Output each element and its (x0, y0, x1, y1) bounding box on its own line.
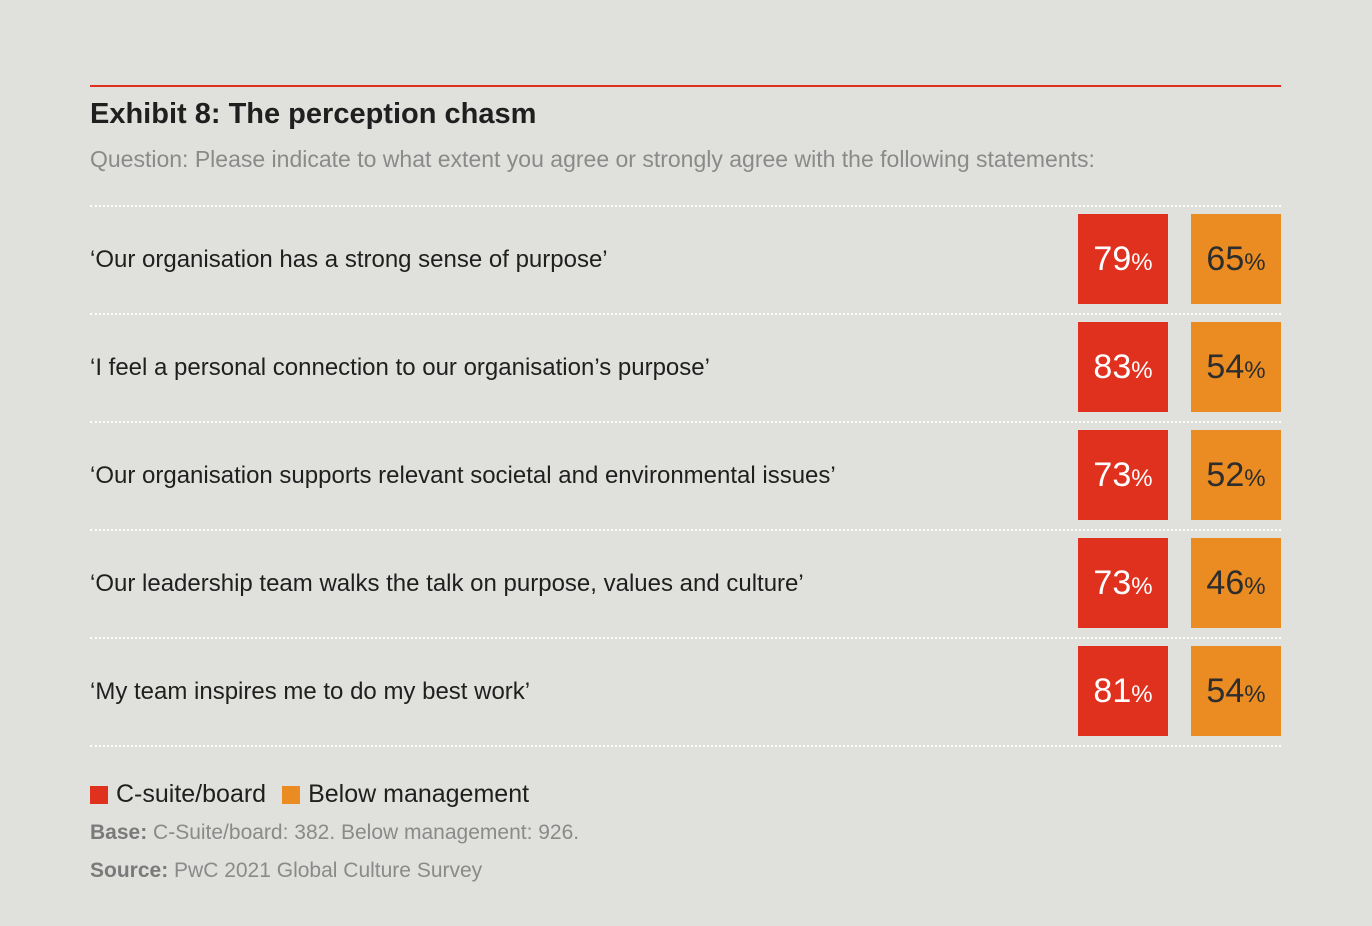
legend-item-c-suite: C-suite/board (90, 780, 266, 809)
value-cell-below-management: 54% (1191, 322, 1281, 412)
value-cell-c-suite: 79% (1078, 214, 1168, 304)
row-separator (90, 745, 1281, 747)
base-text: C-Suite/board: 382. Below management: 92… (147, 821, 580, 844)
value-number: 52 (1206, 456, 1245, 494)
value-number: 73 (1093, 456, 1132, 494)
base-label: Base: (90, 821, 148, 844)
value-unit: % (1244, 681, 1266, 708)
row-separator (90, 313, 1281, 315)
value-unit: % (1131, 465, 1153, 492)
base-note: Base: C-Suite/board: 382. Below manageme… (90, 821, 579, 845)
value-cell-below-management: 52% (1191, 430, 1281, 520)
value-cell-c-suite: 73% (1078, 430, 1168, 520)
row-separator (90, 637, 1281, 639)
value-number: 54 (1206, 348, 1245, 386)
value-unit: % (1244, 249, 1266, 276)
source-label: Source: (90, 859, 169, 882)
value-unit: % (1131, 249, 1153, 276)
row-separator (90, 205, 1281, 207)
value-unit: % (1131, 573, 1153, 600)
value-cell-c-suite: 81% (1078, 646, 1168, 736)
legend-label-below-management: Below management (308, 780, 530, 808)
legend: C-suite/board Below management (90, 780, 545, 809)
value-unit: % (1244, 573, 1266, 600)
value-unit: % (1244, 465, 1266, 492)
legend-swatch-c-suite (90, 785, 108, 804)
value-number: 73 (1093, 564, 1132, 602)
value-number: 54 (1206, 672, 1245, 710)
source-note: Source: PwC 2021 Global Culture Survey (90, 859, 482, 883)
row-label: ‘My team inspires me to do my best work’ (90, 678, 531, 705)
row-label: ‘I feel a personal connection to our org… (90, 354, 710, 381)
row-label: ‘Our leadership team walks the talk on p… (90, 570, 804, 597)
legend-swatch-below-management (282, 785, 301, 804)
value-number: 79 (1093, 240, 1132, 278)
value-cell-below-management: 46% (1191, 538, 1281, 628)
row-label: ‘Our organisation supports relevant soci… (90, 462, 836, 489)
row-label: ‘Our organisation has a strong sense of … (90, 246, 608, 273)
source-text: PwC 2021 Global Culture Survey (168, 859, 483, 882)
row-separator (90, 421, 1281, 423)
legend-label-c-suite: C-suite/board (116, 780, 267, 808)
value-cell-below-management: 65% (1191, 214, 1281, 304)
chart-subtitle: Question: Please indicate to what extent… (90, 146, 1095, 172)
value-unit: % (1131, 681, 1153, 708)
value-cell-c-suite: 83% (1078, 322, 1168, 412)
legend-item-below-management: Below management (282, 780, 529, 809)
value-unit: % (1244, 357, 1266, 384)
value-unit: % (1131, 357, 1153, 384)
value-cell-below-management: 54% (1191, 646, 1281, 736)
row-separator (90, 529, 1281, 531)
value-number: 46 (1206, 564, 1245, 602)
value-number: 81 (1093, 672, 1132, 710)
chart-title: Exhibit 8: The perception chasm (90, 98, 537, 130)
value-number: 65 (1206, 240, 1245, 278)
value-number: 83 (1093, 348, 1132, 386)
value-cell-c-suite: 73% (1078, 538, 1168, 628)
top-rule (90, 85, 1281, 87)
